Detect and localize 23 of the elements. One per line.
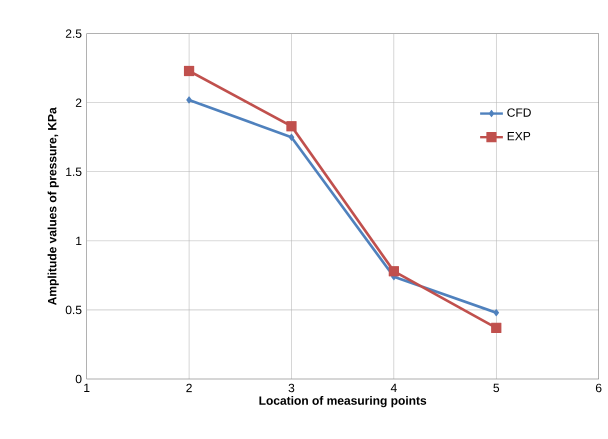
legend-label: CFD: [507, 108, 531, 117]
x-tick-label: 6: [596, 384, 602, 392]
x-tick-label: 5: [493, 384, 500, 392]
point: [288, 134, 294, 141]
y-tick-label: 0.5: [66, 306, 82, 314]
point: [186, 96, 192, 104]
y-tick-label: 1: [76, 236, 82, 245]
legend-label: EXP: [508, 132, 530, 140]
point: [184, 66, 194, 76]
y-axis-title: Amplitude values of pressure, KPa: [48, 107, 59, 306]
x-tick-label: 3: [288, 384, 294, 392]
point: [286, 121, 297, 132]
x-tick-label: 4: [390, 384, 397, 392]
x-tick-label: 1: [84, 384, 90, 392]
y-tick-label: 0: [76, 374, 82, 384]
y-tick-label: 2: [76, 98, 82, 107]
y-tick-label: 1.5: [66, 168, 82, 176]
x-axis-title: Location of measuring points: [259, 396, 426, 408]
x-tick-label: 2: [186, 384, 192, 392]
point: [491, 322, 502, 334]
point: [388, 266, 399, 276]
y-tick-label: 2.5: [66, 29, 82, 38]
point: [493, 309, 500, 316]
